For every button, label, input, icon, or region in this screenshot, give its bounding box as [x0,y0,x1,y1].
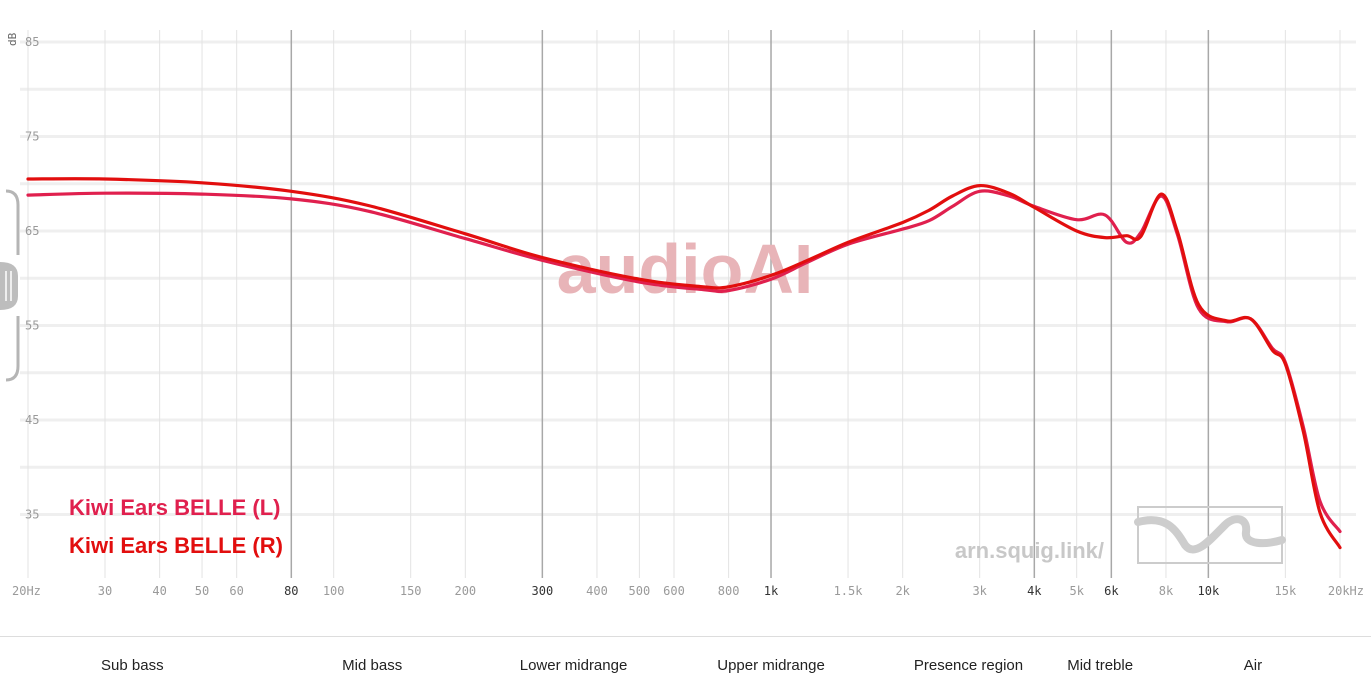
frequency-response-graph: audioAI 35 45 55 65 75 85 dB 20Hz 30 40 50 60 80 10… [0,30,1364,598]
x-tick-label: 2k [895,584,910,598]
band-label: Mid treble [1067,657,1134,674]
x-tick-label: 5k [1069,584,1084,598]
watermark-text: audioAI [557,230,814,308]
vertical-gridlines [27,30,1341,578]
x-tick-label: 40 [152,584,166,598]
x-tick-label: 60 [229,584,243,598]
x-tick-label: 15k [1275,584,1297,598]
x-tick-label: 3k [972,584,987,598]
x-tick-label: 1k [764,584,779,598]
band-label: Upper midrange [717,657,825,674]
curve-right[interactable] [26,177,1342,550]
band-label: Presence region [913,657,1024,674]
y-tick-label: 35 [25,508,39,522]
x-tick-label: 4k [1027,584,1042,598]
site-url-text: arn.squig.link/ [955,538,1104,563]
band-divider [0,636,1371,637]
x-tick-label: 800 [718,584,740,598]
y-tick-label: 75 [25,130,39,144]
x-tick-label: 1.5k [834,584,864,598]
x-tick-label: 300 [532,584,554,598]
x-tick-label: 400 [586,584,608,598]
x-tick-label: 20kHz [1328,584,1364,598]
y-tick-label: 85 [25,35,39,49]
horizontal-gridlines [20,40,1356,516]
x-tick-label: 200 [454,584,476,598]
y-axis-ticks: 35 45 55 65 75 85 [25,35,39,522]
band-label: Sub bass [101,657,164,674]
x-tick-label: 10k [1198,584,1220,598]
x-tick-label: 50 [195,584,209,598]
x-tick-label: 150 [400,584,422,598]
legend-entry-right[interactable]: Kiwi Ears BELLE (R) [69,533,283,558]
y-scale-handle[interactable] [0,189,20,382]
x-tick-label: 80 [284,584,298,598]
x-axis-ticks: 20Hz 30 40 50 60 80 100 150 200 300 400 500 600 800 1k… [12,584,1364,598]
curves [26,177,1342,550]
x-tick-label: 6k [1104,584,1119,598]
y-axis-label: dB [6,32,19,46]
band-label: Air [1243,657,1263,674]
frequency-band-labels: Sub bass Mid bass Lower midrange Upper midr… [0,637,1371,687]
x-tick-label: 8k [1159,584,1174,598]
x-tick-label: 20Hz [12,584,41,598]
site-logo [1134,506,1286,564]
band-label: Lower midrange [519,657,628,674]
y-tick-label: 55 [25,319,39,333]
x-tick-label: 500 [629,584,651,598]
x-tick-label: 30 [98,584,112,598]
band-label: Mid bass [342,657,403,674]
y-tick-label: 45 [25,413,39,427]
x-tick-label: 100 [323,584,345,598]
y-tick-label: 65 [25,224,39,238]
x-tick-label: 600 [663,584,685,598]
legend-entry-left[interactable]: Kiwi Ears BELLE (L) [69,495,280,520]
